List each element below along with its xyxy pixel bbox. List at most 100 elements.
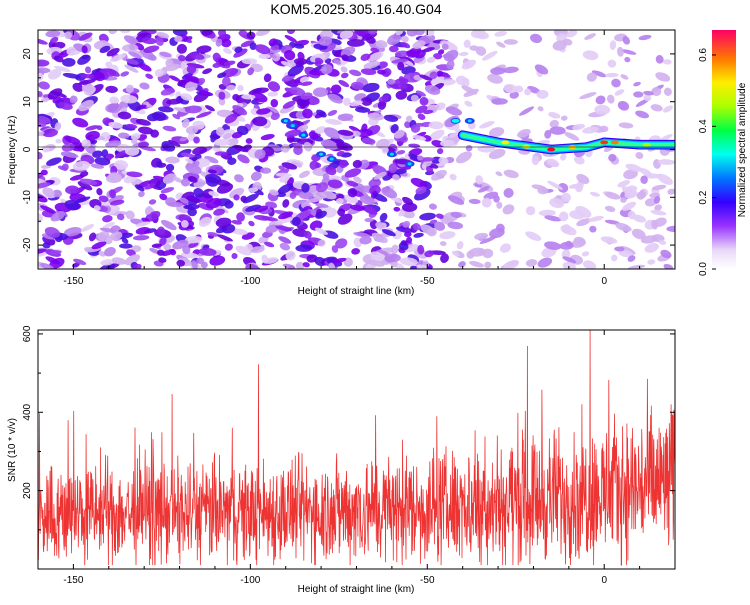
spectrogram-cell	[647, 259, 656, 265]
spectrogram-cell	[155, 36, 164, 46]
spectrogram-cell	[322, 173, 330, 180]
spectrogram-cell	[237, 84, 244, 92]
spectrogram-cell	[405, 115, 413, 123]
spectrogram-y-tick-label: -20	[22, 237, 33, 252]
spectrogram-cell	[267, 91, 279, 97]
spectrogram-cell	[315, 203, 329, 208]
spectrogram-cell	[263, 241, 275, 248]
spectrogram-cell	[124, 145, 140, 156]
spectrogram-cell	[216, 126, 225, 136]
spectrogram-cell	[97, 231, 110, 241]
spectrogram-cell	[312, 87, 329, 97]
snr-x-tick-label: -50	[420, 575, 435, 586]
spectrogram-cell	[552, 40, 567, 51]
spectrogram-cell	[474, 232, 489, 240]
spectrogram-cell	[125, 58, 139, 65]
spectrogram-cell	[627, 255, 636, 262]
spectrogram-cell	[620, 74, 629, 80]
spectrogram-y-tick-label: 0	[22, 146, 33, 152]
spectrogram-cell	[354, 30, 371, 38]
spectrogram-cell	[98, 195, 109, 203]
spectrogram-cell	[435, 213, 445, 219]
spectrogram-cell	[387, 33, 402, 46]
spectrogram-cell	[248, 187, 259, 193]
spectrogram-cell	[204, 155, 219, 164]
spectrogram-cell	[527, 85, 541, 94]
spectrogram-cell	[162, 125, 177, 132]
spectrogram-cell	[250, 91, 268, 103]
spectrogram-cell	[282, 199, 290, 208]
spectrogram-cell	[420, 224, 436, 235]
spectrogram-cell	[128, 51, 142, 59]
spectrogram-cell	[327, 110, 338, 116]
spectrogram-cell	[150, 129, 160, 138]
spectrogram-cell	[478, 248, 486, 256]
spectrogram-cell	[269, 189, 279, 196]
spectrogram-cell	[293, 145, 303, 155]
spectrogram-cell	[317, 239, 326, 247]
spectrogram-cell	[402, 196, 413, 205]
spectrogram-cell	[557, 183, 569, 193]
spectrogram-cell	[377, 69, 386, 75]
spectrogram-cell	[85, 130, 100, 141]
spectrogram-cell	[447, 221, 464, 230]
spectrogram-cell	[611, 78, 621, 88]
spectrogram-cell	[406, 50, 420, 58]
spectrogram-cell	[368, 178, 382, 188]
spectrogram-cell	[549, 197, 565, 209]
spectrogram-cell	[412, 40, 426, 49]
spectrogram-cell	[80, 224, 95, 232]
spectrogram-cell	[390, 244, 399, 255]
spectrogram-cell	[260, 134, 275, 141]
spectrogram-cell	[138, 126, 154, 135]
spectrogram-cell	[624, 189, 638, 199]
spectrogram-cell	[406, 236, 413, 244]
spectrogram-cell	[398, 210, 405, 217]
spectrogram-cell	[599, 125, 609, 133]
spectrogram-cell	[278, 211, 294, 220]
spectrogram-cell	[327, 179, 343, 189]
spectrogram-cell	[38, 81, 50, 90]
spectrogram-cell	[607, 59, 617, 68]
spectrogram-cell	[568, 183, 581, 189]
spectrogram-cell	[223, 60, 236, 66]
spectrogram-cell	[135, 221, 151, 227]
spectrogram-cell	[184, 81, 198, 92]
spectrogram-cell	[509, 91, 520, 99]
spectrogram-cell	[413, 232, 424, 238]
spectrogram-cell	[57, 165, 68, 171]
spectrogram-cell	[653, 195, 661, 204]
spectrogram-cell	[331, 245, 339, 253]
snr-y-tick-label: 600	[22, 325, 33, 342]
spectrogram-cell	[226, 138, 239, 146]
spectrogram-cell	[201, 30, 213, 36]
spectrogram-cell	[289, 191, 297, 199]
spectrogram-cell	[62, 58, 76, 67]
spectrogram-cell	[301, 133, 306, 137]
spectrogram-cell	[164, 63, 181, 72]
spectrogram-cell	[161, 141, 176, 152]
spectrogram-cell	[174, 35, 183, 43]
spectrogram-cell	[123, 175, 137, 184]
spectrogram-cell	[38, 152, 43, 160]
spectrogram-cell	[576, 173, 590, 184]
spectrogram-cell	[79, 178, 98, 186]
spectrogram-cell	[415, 90, 426, 97]
spectrogram-cell	[395, 90, 408, 100]
spectrogram-cell	[280, 61, 293, 67]
spectrogram-y-label: Frequency (Hz)	[7, 116, 18, 185]
spectrogram-cell	[224, 243, 233, 251]
spectrogram-cell	[72, 117, 89, 128]
spectrogram-cells	[38, 30, 675, 269]
spectrogram-cell	[165, 156, 180, 164]
snr-x-ticks: -150 -100 -50 0	[37, 330, 676, 586]
spectrogram-cell	[211, 146, 223, 153]
spectrogram-cell	[38, 193, 48, 203]
spectrogram-cell	[122, 44, 139, 52]
spectrogram-cell	[72, 82, 84, 92]
spectrogram-cell	[61, 143, 75, 152]
spectrogram-cell	[318, 36, 333, 46]
spectrogram-cell	[573, 236, 586, 246]
spectrogram-cell	[73, 258, 87, 265]
spectrogram-cell	[337, 208, 346, 217]
